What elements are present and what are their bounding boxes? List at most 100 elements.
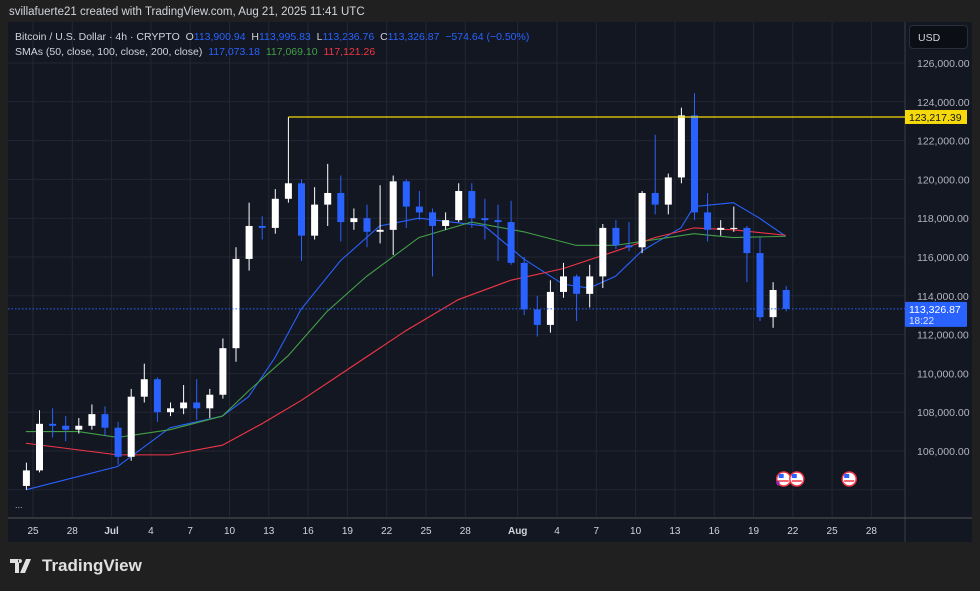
candle-body bbox=[756, 253, 764, 318]
time-tick-label: Jul bbox=[104, 526, 119, 537]
time-tick-label: 19 bbox=[342, 526, 354, 537]
candle-body bbox=[520, 262, 528, 310]
price-tick-label: 106,000.00 bbox=[917, 446, 970, 458]
candle-body bbox=[88, 414, 96, 426]
candle-body bbox=[429, 212, 436, 226]
price-tick-label: 114,000.00 bbox=[917, 291, 969, 303]
candle-body bbox=[599, 227, 607, 277]
close-value: 113,326.87 bbox=[387, 31, 440, 43]
candle-body bbox=[573, 276, 581, 294]
resistance-price-label: 123,217.39 bbox=[909, 112, 962, 124]
us-flag-icon-canton bbox=[791, 474, 797, 478]
candle-body bbox=[49, 423, 57, 426]
candle-body bbox=[769, 289, 777, 318]
time-tick-label: Aug bbox=[508, 526, 527, 537]
price-tick-label: 112,000.00 bbox=[917, 330, 969, 342]
candle-body bbox=[193, 402, 201, 409]
chart-credit: svillafuerte21 created with TradingView.… bbox=[9, 6, 365, 18]
time-tick-label: 16 bbox=[303, 526, 315, 537]
price-tick-label: 116,000.00 bbox=[917, 252, 969, 264]
time-tick-label: 25 bbox=[827, 526, 839, 537]
sma-label[interactable]: SMAs (50, close, 100, close, 200, close) bbox=[15, 46, 203, 58]
candle-body bbox=[468, 191, 476, 219]
candle-body bbox=[271, 198, 279, 228]
bar-countdown-label: 18:22 bbox=[909, 316, 934, 327]
open-label: O bbox=[185, 31, 194, 43]
candle-body bbox=[625, 245, 633, 248]
candle-body bbox=[651, 192, 659, 205]
candle-body bbox=[612, 227, 620, 246]
candle-body bbox=[180, 402, 188, 409]
event-marker-icon bbox=[776, 480, 780, 486]
candle-body bbox=[298, 183, 305, 236]
candle-body bbox=[638, 192, 646, 248]
us-flag-icon-canton bbox=[844, 474, 850, 478]
price-tick-label: 108,000.00 bbox=[917, 407, 970, 419]
currency-button[interactable]: USD bbox=[909, 25, 968, 49]
low-label: L bbox=[316, 31, 323, 43]
tradingview-logo-icon bbox=[10, 559, 31, 573]
candle-body bbox=[75, 425, 83, 430]
price-tick-label: 122,000.00 bbox=[917, 136, 970, 148]
candle-body bbox=[481, 218, 489, 221]
sma200-value: 117,121.26 bbox=[323, 46, 376, 58]
candle-body bbox=[691, 115, 698, 213]
price-tick-label: 118,000.00 bbox=[917, 213, 969, 225]
time-tick-label: 4 bbox=[554, 526, 560, 537]
candle-body bbox=[258, 225, 266, 228]
candle-body bbox=[494, 220, 502, 223]
sma-row: SMAs (50, close, 100, close, 200, close)… bbox=[15, 45, 529, 60]
candle-body bbox=[586, 276, 594, 294]
last-price-label: 113,326.87 bbox=[909, 304, 961, 316]
candle-body bbox=[153, 379, 161, 413]
symbol-label[interactable]: Bitcoin / U.S. Dollar · 4h · CRYPTO bbox=[15, 31, 180, 43]
candle-body bbox=[101, 414, 109, 428]
more-indicators[interactable]: ... bbox=[15, 500, 23, 510]
time-tick-label: 22 bbox=[381, 526, 393, 537]
candle-body bbox=[337, 192, 345, 223]
candle-body bbox=[324, 192, 332, 205]
close-label: C bbox=[380, 31, 388, 43]
candle-body bbox=[730, 227, 738, 229]
change-value: −574.64 (−0.50%) bbox=[445, 31, 530, 43]
candle-body bbox=[62, 425, 70, 430]
sma-line-sma50 bbox=[25, 202, 787, 491]
time-tick-label: 19 bbox=[748, 526, 760, 537]
time-tick-label: 22 bbox=[787, 526, 799, 537]
candle-body bbox=[127, 396, 135, 457]
plot-area bbox=[8, 93, 905, 491]
candle-body bbox=[677, 115, 685, 178]
price-tick-label: 120,000.00 bbox=[917, 174, 970, 186]
candle-body bbox=[389, 181, 397, 230]
candle-body bbox=[232, 258, 240, 349]
candle-body bbox=[507, 222, 515, 263]
candle-body bbox=[442, 220, 450, 226]
candle-body bbox=[219, 348, 227, 395]
candle-body bbox=[533, 309, 541, 325]
time-tick-label: 13 bbox=[669, 526, 681, 537]
sma100-value: 117,069.10 bbox=[265, 46, 318, 58]
time-tick-label: 28 bbox=[866, 526, 878, 537]
candle-body bbox=[415, 206, 423, 213]
candle-body bbox=[455, 191, 463, 221]
candle-body bbox=[22, 470, 30, 486]
candle-body bbox=[782, 289, 790, 309]
sma-line-sma200 bbox=[25, 227, 786, 456]
ohlc-row: Bitcoin / U.S. Dollar · 4h · CRYPTO O113… bbox=[15, 30, 529, 45]
open-value: 113,900.94 bbox=[193, 31, 246, 43]
last-price-tag bbox=[905, 301, 967, 327]
time-tick-label: 28 bbox=[460, 526, 472, 537]
candle-body bbox=[36, 423, 43, 471]
candle-body bbox=[704, 212, 712, 230]
chart-legend: Bitcoin / U.S. Dollar · 4h · CRYPTO O113… bbox=[15, 30, 529, 60]
sma50-value: 117,073.18 bbox=[208, 46, 260, 58]
candle-body bbox=[311, 204, 319, 236]
time-tick-label: 10 bbox=[630, 526, 642, 537]
candle-body bbox=[363, 218, 371, 232]
candle-body bbox=[114, 427, 122, 457]
price-tick-label: 124,000.00 bbox=[917, 97, 970, 109]
candle-body bbox=[717, 227, 725, 230]
candle-body bbox=[284, 183, 292, 199]
time-tick-label: 4 bbox=[148, 526, 154, 537]
